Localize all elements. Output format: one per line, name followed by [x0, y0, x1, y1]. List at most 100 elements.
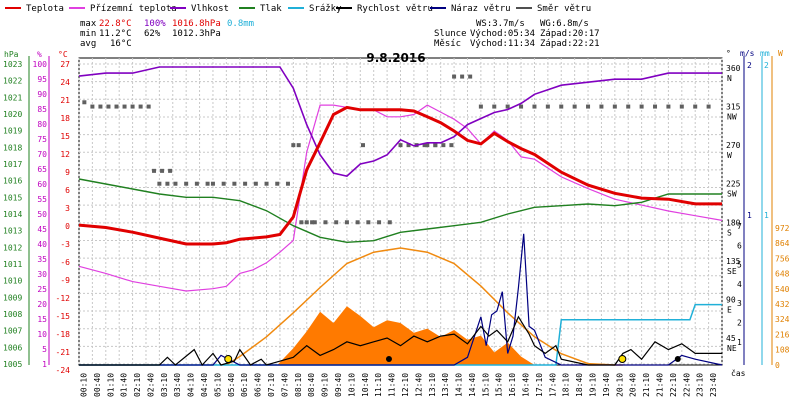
pct-tick-3: 85 — [37, 105, 47, 114]
temp-tick-10: -3 — [60, 240, 70, 249]
temp-unit: °C — [58, 50, 68, 59]
w-tick-2: 756 — [775, 254, 790, 263]
legend-label-7: Směr větru — [537, 4, 591, 14]
series-solar — [225, 247, 623, 366]
wind-dir-point-50 — [572, 104, 577, 109]
time-tick-7: 03:40 — [173, 373, 182, 397]
temp-tick-9: 0 — [65, 222, 70, 231]
wind-dir-point-3 — [106, 104, 111, 109]
ms-small-6: 1 — [737, 338, 742, 347]
pct-unit: % — [37, 50, 42, 59]
time-tick-23: 11:40 — [388, 373, 397, 397]
time-tick-33: 16:40 — [522, 373, 531, 397]
time-tick-43: 21:40 — [655, 373, 664, 397]
wind-dir-point-33 — [387, 220, 392, 225]
time-tick-37: 18:40 — [575, 373, 584, 397]
stat-min-label: min — [80, 29, 96, 39]
time-tick-38: 19:10 — [589, 373, 598, 397]
ms-tick-0: 2 — [747, 61, 752, 70]
wind-dir-point-37 — [425, 143, 430, 148]
time-tick-44: 22:10 — [669, 373, 678, 397]
moonrise-marker — [385, 356, 392, 362]
time-tick-41: 20:40 — [629, 373, 638, 397]
time-tick-46: 23:10 — [696, 373, 705, 397]
pct-tick-12: 40 — [37, 240, 47, 249]
time-tick-22: 11:10 — [374, 373, 383, 397]
ms-small-2: 5 — [737, 261, 742, 270]
solar-area — [277, 306, 535, 365]
wind-dir-point-26 — [312, 220, 317, 225]
pct-tick-16: 20 — [37, 300, 47, 309]
temp-tick-0: 27 — [60, 60, 70, 69]
dir-tick-lbl-4: S — [727, 228, 732, 237]
temp-tick-12: -9 — [60, 276, 70, 285]
w-tick-5: 432 — [775, 300, 790, 309]
temp-tick-16: -21 — [56, 348, 71, 357]
wind-dir-point-53 — [612, 104, 617, 109]
wind-dir-point-64 — [299, 220, 304, 225]
pct-tick-13: 35 — [37, 255, 47, 264]
hpa-tick-3: 1020 — [3, 110, 22, 119]
wind-dir-point-45 — [505, 104, 510, 109]
temp-tick-15: -18 — [56, 330, 71, 339]
hpa-tick-0: 1023 — [3, 60, 22, 69]
ms-small-5: 2 — [737, 319, 742, 328]
w-tick-7: 216 — [775, 330, 790, 339]
time-tick-11: 05:40 — [227, 373, 236, 397]
time-tick-8: 04:10 — [187, 373, 196, 397]
deg-unit: ° — [726, 49, 731, 58]
pct-tick-17: 15 — [37, 315, 47, 324]
legend-label-4: Srážky — [309, 4, 342, 14]
dir-tick-lbl-0: N — [727, 74, 732, 83]
time-tick-6: 03:10 — [160, 373, 169, 397]
time-tick-25: 12:40 — [414, 373, 423, 397]
legend-label-2: Vlhkost — [191, 4, 229, 14]
wind-dir-point-32 — [377, 220, 382, 225]
dir-tick-lbl-6: E — [727, 305, 732, 314]
hpa-tick-14: 1009 — [3, 293, 22, 302]
wind-dir-point-60 — [706, 104, 711, 109]
dir-tick-deg-4: 180 — [726, 218, 741, 227]
time-tick-18: 09:10 — [321, 373, 330, 397]
dir-tick-lbl-3: SW — [727, 190, 737, 199]
time-tick-34: 17:10 — [535, 373, 544, 397]
time-tick-5: 02:40 — [146, 373, 155, 397]
time-tick-13: 06:40 — [254, 373, 263, 397]
wind-dir-point-21 — [275, 181, 280, 186]
ms-tick-1: 1 — [747, 211, 752, 220]
w-unit: W — [778, 49, 783, 58]
time-tick-45: 22:40 — [682, 373, 691, 397]
wind-dir-point-22 — [285, 181, 290, 186]
wind-dir-point-14 — [205, 181, 210, 186]
hpa-unit: hPa — [4, 50, 19, 59]
hpa-tick-1: 1022 — [3, 77, 22, 86]
wind-dir-point-59 — [693, 104, 698, 109]
series-marks — [78, 66, 723, 367]
time-tick-27: 13:40 — [441, 373, 450, 397]
wind-dir-point-4 — [114, 104, 119, 109]
wind-dir-point-68 — [433, 143, 438, 148]
time-tick-10: 05:10 — [213, 373, 222, 397]
pct-tick-9: 55 — [37, 195, 47, 204]
dir-tick-lbl-2: W — [727, 151, 732, 160]
wind-dir-point-52 — [599, 104, 604, 109]
w-tick-3: 648 — [775, 270, 790, 279]
info-moon-label: Měsíc — [434, 39, 461, 49]
info-sun-label: Slunce — [434, 29, 467, 39]
temp-tick-6: 9 — [65, 168, 70, 177]
wind-dir-point-9 — [157, 181, 162, 186]
time-tick-30: 15:10 — [481, 373, 490, 397]
time-tick-9: 04:40 — [200, 373, 209, 397]
stat-avg-temp: 16°C — [110, 39, 132, 49]
wind-dir-point-69 — [449, 143, 454, 148]
ms-small-4: 3 — [737, 299, 742, 308]
info-moon-set: Západ:22:21 — [540, 39, 600, 49]
temp-tick-17: -24 — [56, 366, 71, 375]
time-tick-14: 07:10 — [267, 373, 276, 397]
wind-dir-point-65 — [310, 220, 315, 225]
wind-dir-point-66 — [360, 143, 365, 148]
dir-tick-deg-3: 225 — [726, 180, 741, 189]
info-sun-set: Západ:20:17 — [540, 29, 600, 39]
hpa-tick-6: 1017 — [3, 160, 22, 169]
legend-label-0: Teplota — [26, 4, 64, 14]
